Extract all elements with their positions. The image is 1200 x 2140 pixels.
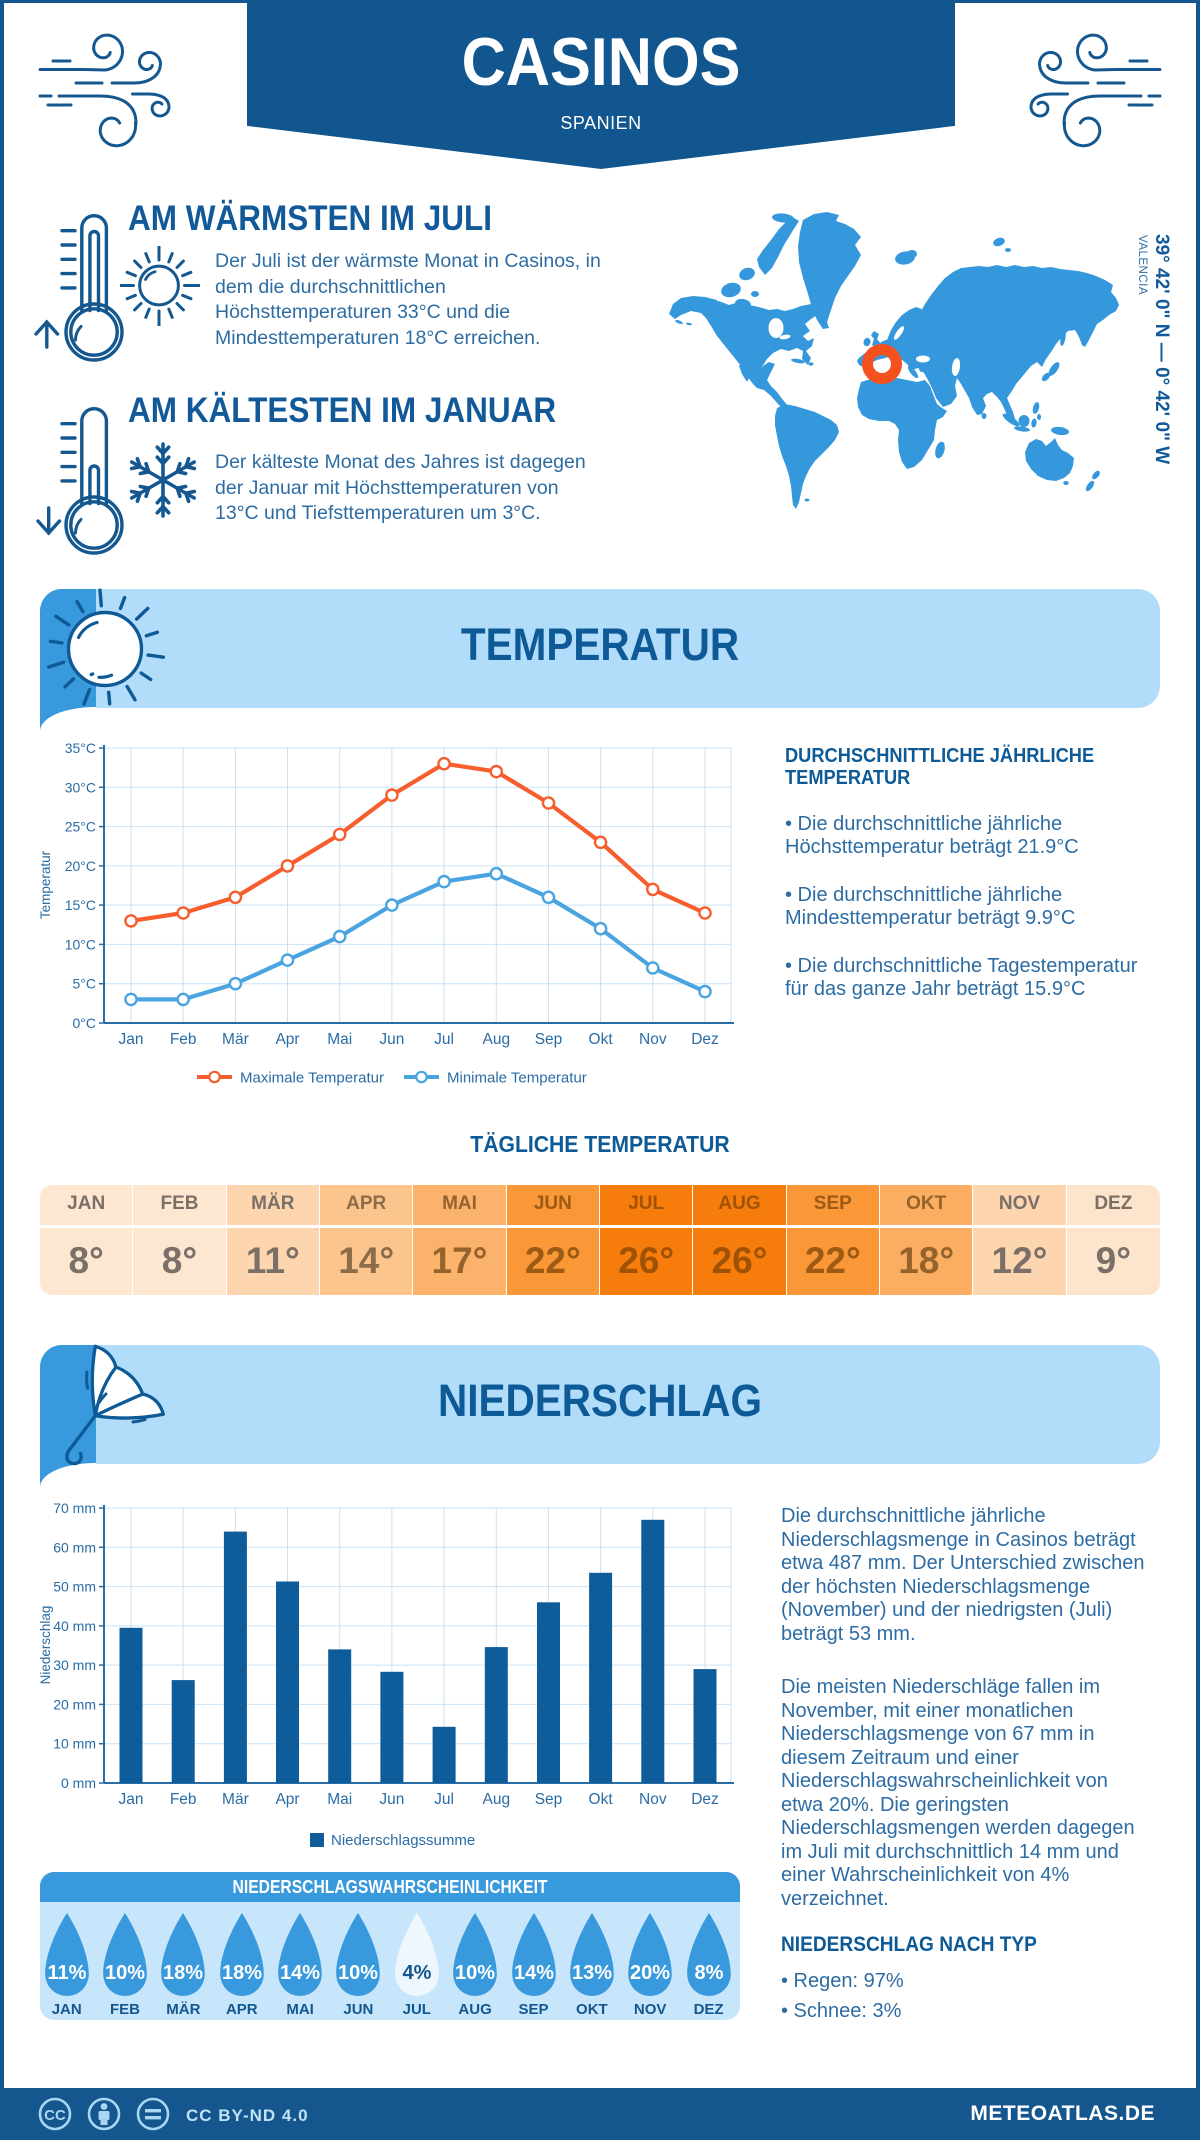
svg-text:Niederschlagssumme: Niederschlagssumme (331, 1832, 475, 1849)
svg-text:Feb: Feb (170, 1791, 197, 1808)
svg-text:Jun: Jun (379, 1031, 404, 1048)
svg-text:25°C: 25°C (65, 819, 96, 835)
svg-text:10 mm: 10 mm (53, 1736, 96, 1752)
svg-text:11%: 11% (47, 1962, 86, 1984)
svg-text:Dez: Dez (691, 1031, 719, 1048)
svg-text:4%: 4% (402, 1962, 431, 1984)
svg-text:Nov: Nov (639, 1791, 667, 1808)
svg-text:Nov: Nov (639, 1031, 667, 1048)
svg-text:Temperatur: Temperatur (38, 850, 53, 919)
svg-text:30 mm: 30 mm (53, 1657, 96, 1673)
svg-text:20%: 20% (630, 1962, 670, 1984)
svg-text:14%: 14% (513, 1962, 553, 1984)
svg-text:Okt: Okt (589, 1031, 614, 1048)
svg-text:Aug: Aug (483, 1031, 511, 1048)
svg-text:Feb: Feb (170, 1031, 197, 1048)
svg-text:Maximale Temperatur: Maximale Temperatur (240, 1070, 384, 1087)
svg-text:10%: 10% (455, 1962, 495, 1984)
svg-text:Aug: Aug (483, 1791, 511, 1808)
svg-text:Mai: Mai (327, 1791, 352, 1808)
svg-text:10°C: 10°C (65, 936, 96, 952)
svg-text:CC: CC (44, 2107, 66, 2124)
svg-text:Sep: Sep (535, 1031, 563, 1048)
svg-text:Mär: Mär (222, 1031, 249, 1048)
svg-text:Dez: Dez (691, 1791, 719, 1808)
svg-text:40 mm: 40 mm (53, 1618, 96, 1634)
svg-text:Apr: Apr (275, 1791, 299, 1808)
svg-text:70 mm: 70 mm (53, 1500, 96, 1516)
svg-text:Jul: Jul (434, 1791, 454, 1808)
svg-text:18%: 18% (163, 1962, 203, 1984)
svg-text:50 mm: 50 mm (53, 1579, 96, 1595)
svg-text:13%: 13% (572, 1962, 612, 1984)
svg-text:Jun: Jun (379, 1791, 404, 1808)
svg-text:Jan: Jan (119, 1031, 144, 1048)
svg-text:14%: 14% (280, 1962, 320, 1984)
svg-text:10%: 10% (105, 1962, 145, 1984)
svg-text:Niederschlag: Niederschlag (38, 1606, 53, 1685)
svg-text:Sep: Sep (535, 1791, 563, 1808)
svg-text:15°C: 15°C (65, 897, 96, 913)
svg-text:Okt: Okt (589, 1791, 614, 1808)
svg-text:Apr: Apr (275, 1031, 299, 1048)
svg-text:Minimale Temperatur: Minimale Temperatur (447, 1070, 587, 1087)
svg-text:60 mm: 60 mm (53, 1539, 96, 1555)
svg-text:20°C: 20°C (65, 858, 96, 874)
svg-text:Jan: Jan (119, 1791, 144, 1808)
svg-text:0 mm: 0 mm (61, 1775, 96, 1791)
svg-text:Mai: Mai (327, 1031, 352, 1048)
svg-text:10%: 10% (338, 1962, 378, 1984)
svg-text:Mär: Mär (222, 1791, 249, 1808)
svg-text:35°C: 35°C (65, 740, 96, 756)
svg-text:20 mm: 20 mm (53, 1696, 96, 1712)
svg-text:5°C: 5°C (73, 976, 97, 992)
svg-text:30°C: 30°C (65, 779, 96, 795)
svg-text:8%: 8% (694, 1962, 723, 1984)
svg-text:0°C: 0°C (73, 1015, 97, 1031)
svg-text:18%: 18% (222, 1962, 262, 1984)
svg-text:Jul: Jul (434, 1031, 454, 1048)
